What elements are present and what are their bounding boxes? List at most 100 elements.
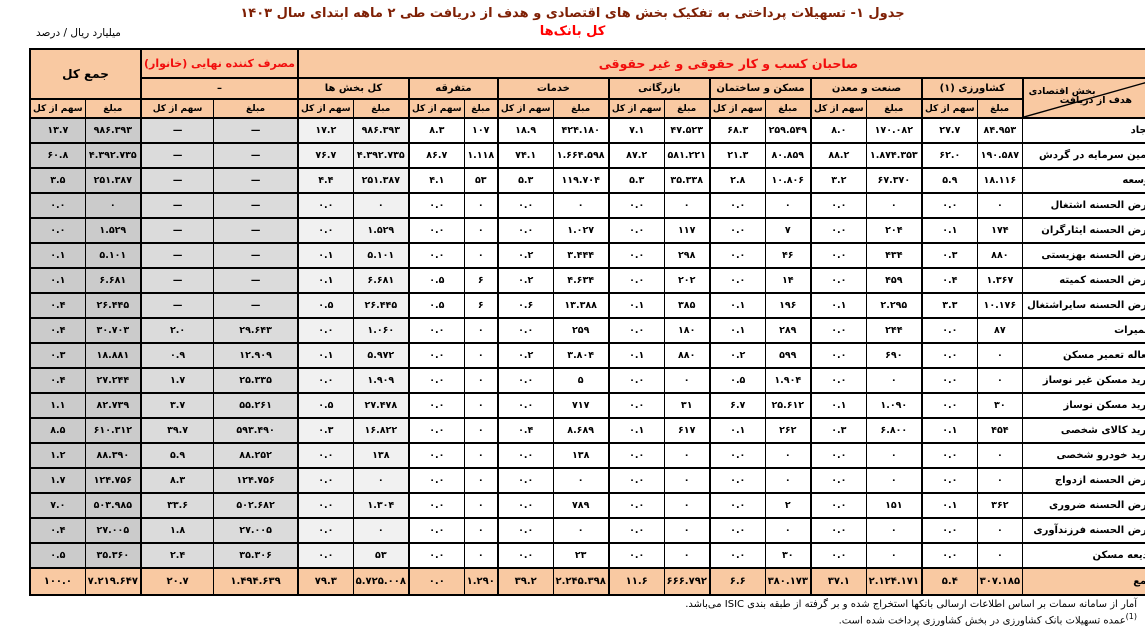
cell-share: ۸.۳ (141, 468, 214, 493)
cell-amount: ۰ (664, 543, 710, 568)
group-header: کل بخش ها (298, 78, 409, 99)
cell-share: ۰.۱ (710, 293, 765, 318)
cell-share: ۰.۰ (922, 343, 977, 368)
share-header: سهم از کل (409, 99, 464, 118)
cell-share: ۰.۶ (498, 293, 553, 318)
cell-share: ۰.۰ (409, 368, 464, 393)
cell-amount: ۲.۲۴۵.۳۹۸ (553, 568, 609, 595)
cell-amount: ۰ (464, 468, 498, 493)
cell-amount: ۰ (464, 543, 498, 568)
cell-amount: ۱.۰۲۷ (553, 218, 609, 243)
cell-amount: ۳۶۲ (977, 493, 1022, 518)
cell-amount: ۰ (866, 193, 922, 218)
cell-amount: ۰ (664, 468, 710, 493)
cell-amount: ۱.۰۶۰ (353, 318, 409, 343)
cell-amount: ۹۸۶.۳۹۳ (353, 118, 409, 143)
cell-amount: ۲۹۸ (664, 243, 710, 268)
cell-amount: ۱۸.۱۱۶ (977, 168, 1022, 193)
cell-share: ۰.۰ (498, 468, 553, 493)
cell-amount: ۰ (85, 193, 141, 218)
group-header: متفرقه (409, 78, 498, 99)
cell-share: ۰.۰ (409, 218, 464, 243)
cell-amount: ۰ (977, 193, 1022, 218)
cell-share: ۰.۰ (811, 518, 866, 543)
share-header: سهم از کل (811, 99, 866, 118)
cell-amount: ۲۶۲ (765, 418, 811, 443)
amount-header: مبلغ (85, 99, 141, 118)
cell-amount: — (214, 293, 298, 318)
cell-share: ۰.۱ (922, 493, 977, 518)
cell-amount: ۱۳۸ (353, 443, 409, 468)
cell-share: ۰.۰ (922, 518, 977, 543)
cell-share: ۰.۰ (498, 443, 553, 468)
cell-share: ۰.۰ (710, 243, 765, 268)
cell-share: ۰.۰ (409, 418, 464, 443)
cell-amount: ۰ (866, 518, 922, 543)
cell-share: ۰.۰ (811, 468, 866, 493)
cell-amount: ۰ (664, 518, 710, 543)
report-title: جدول ۱- تسهیلات پرداختی به تفکیک بخش های… (0, 0, 1145, 21)
cell-amount: ۰ (664, 368, 710, 393)
cell-amount: ۷۸۹ (553, 493, 609, 518)
cell-amount: ۲۵.۶۱۲ (765, 393, 811, 418)
cell-amount: ۵ (553, 368, 609, 393)
household-sub-header: – (141, 78, 298, 99)
cell-share: ۱.۲ (30, 443, 85, 468)
cell-amount: ۵.۱۰۱ (85, 243, 141, 268)
cell-share: ۵.۹ (141, 443, 214, 468)
cell-share: ۰.۰ (298, 193, 353, 218)
cell-amount: ۳۵.۳۰۶ (214, 543, 298, 568)
cell-amount: ۱۸.۸۸۱ (85, 343, 141, 368)
cell-amount: — (214, 243, 298, 268)
cell-share: ۰.۰ (298, 368, 353, 393)
cell-amount: ۰ (553, 518, 609, 543)
cell-share: ۰.۹ (141, 343, 214, 368)
cell-share: ۰.۰ (609, 543, 664, 568)
cell-share: ۲.۴ (141, 543, 214, 568)
cell-amount: ۲۰۲ (664, 268, 710, 293)
cell-amount: ۲۵۱.۳۸۷ (85, 168, 141, 193)
cell-amount: ۰ (977, 368, 1022, 393)
cell-share: ۰.۰ (811, 243, 866, 268)
cell-amount: ۰ (977, 518, 1022, 543)
cell-share: ۰.۰ (710, 218, 765, 243)
cell-share: — (141, 243, 214, 268)
cell-share: ۰.۰ (298, 543, 353, 568)
cell-amount: ۸۸.۳۹۰ (85, 443, 141, 468)
share-header: سهم از کل (298, 99, 353, 118)
cell-share: ۲.۰ (141, 318, 214, 343)
cell-amount: ۸۸۰ (977, 243, 1022, 268)
cell-share: ۷.۰ (30, 493, 85, 518)
cell-amount: ۱۹۰.۵۸۷ (977, 143, 1022, 168)
cell-amount: ۱.۶۶۴.۵۹۸ (553, 143, 609, 168)
cell-share: ۰.۵ (298, 293, 353, 318)
share-header: سهم از کل (30, 99, 85, 118)
cell-amount: ۲۵.۳۳۵ (214, 368, 298, 393)
cell-share: — (141, 218, 214, 243)
row-label: قرض الحسنه ایثارگران (1023, 218, 1145, 243)
cell-amount: ۲۳ (553, 543, 609, 568)
cell-share: ۸۸.۲ (811, 143, 866, 168)
cell-share: ۱.۱ (30, 393, 85, 418)
cell-share: ۰.۰ (498, 493, 553, 518)
cell-amount: ۲۷.۴۷۸ (353, 393, 409, 418)
cell-share: ۰.۰ (498, 543, 553, 568)
cell-share: ۰.۰ (409, 343, 464, 368)
cell-share: ۰.۰ (609, 193, 664, 218)
cell-share: ۰.۵ (30, 543, 85, 568)
cell-share: ۸۷.۲ (609, 143, 664, 168)
cell-amount: ۱۰.۸۰۶ (765, 168, 811, 193)
share-header: سهم از کل (922, 99, 977, 118)
cell-share: ۰.۱ (710, 418, 765, 443)
cell-amount: ۰ (464, 443, 498, 468)
cell-amount: ۱۲.۹۰۹ (214, 343, 298, 368)
cell-amount: ۲۷.۰۰۵ (85, 518, 141, 543)
group-header: بازرگانی (609, 78, 710, 99)
cell-amount: ۴۵۴ (977, 418, 1022, 443)
cell-amount: ۸۸.۲۵۲ (214, 443, 298, 468)
amount-header: مبلغ (765, 99, 811, 118)
cell-share: ۰.۲ (498, 268, 553, 293)
